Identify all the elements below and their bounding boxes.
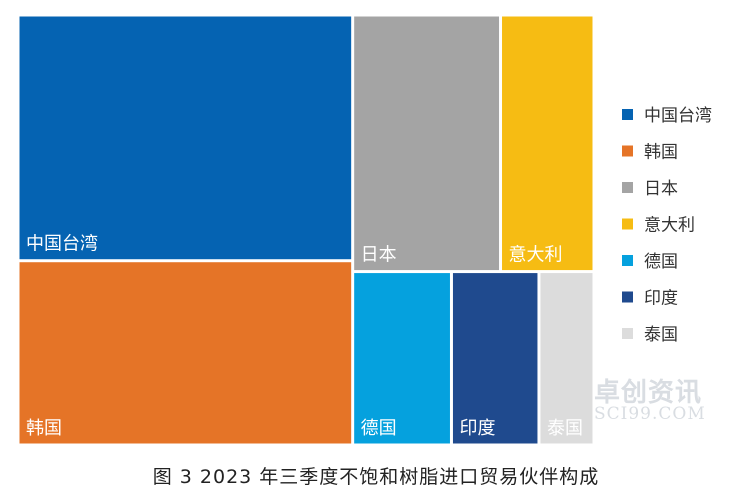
- treemap-tile-thailand: [540, 273, 593, 444]
- legend-label-thailand: 泰国: [644, 325, 678, 345]
- treemap-label-italy: 意大利: [509, 245, 563, 266]
- treemap-tile-taiwan: [19, 16, 352, 260]
- legend-swatch-india: [622, 291, 633, 303]
- treemap-tile-italy: [502, 16, 593, 271]
- treemap-label-korea: 韩国: [26, 418, 62, 439]
- legend-swatch-taiwan: [622, 109, 633, 120]
- treemap-tile-germany: [354, 273, 450, 444]
- watermark-logo-text: 卓创资讯: [594, 378, 703, 408]
- legend-label-japan: 日本: [644, 179, 678, 199]
- watermark-logo-url: SCI99.COM: [594, 404, 706, 424]
- legend-label-india: 印度: [644, 289, 678, 309]
- treemap-tile-japan: [354, 16, 500, 271]
- treemap-tile-korea: [19, 262, 352, 444]
- legend-label-italy: 意大利: [644, 216, 695, 236]
- treemap-label-thailand: 泰国: [547, 418, 583, 439]
- figure-caption: 图 3 2023 年三季度不饱和树脂进口贸易伙伴构成: [152, 466, 600, 488]
- legend-swatch-thailand: [622, 328, 633, 339]
- legend-swatch-italy: [622, 218, 633, 230]
- legend-swatch-germany: [622, 255, 633, 266]
- treemap-label-taiwan: 中国台湾: [26, 234, 98, 255]
- treemap-tile-india: [452, 273, 538, 444]
- legend-label-korea: 韩国: [644, 143, 678, 163]
- treemap-label-germany: 德国: [361, 418, 397, 439]
- legend-label-germany: 德国: [644, 252, 678, 272]
- treemap-label-japan: 日本: [361, 245, 397, 266]
- legend-swatch-korea: [622, 145, 633, 157]
- legend-label-taiwan: 中国台湾: [644, 106, 712, 126]
- legend-swatch-japan: [622, 182, 633, 193]
- treemap-label-india: 印度: [459, 418, 495, 439]
